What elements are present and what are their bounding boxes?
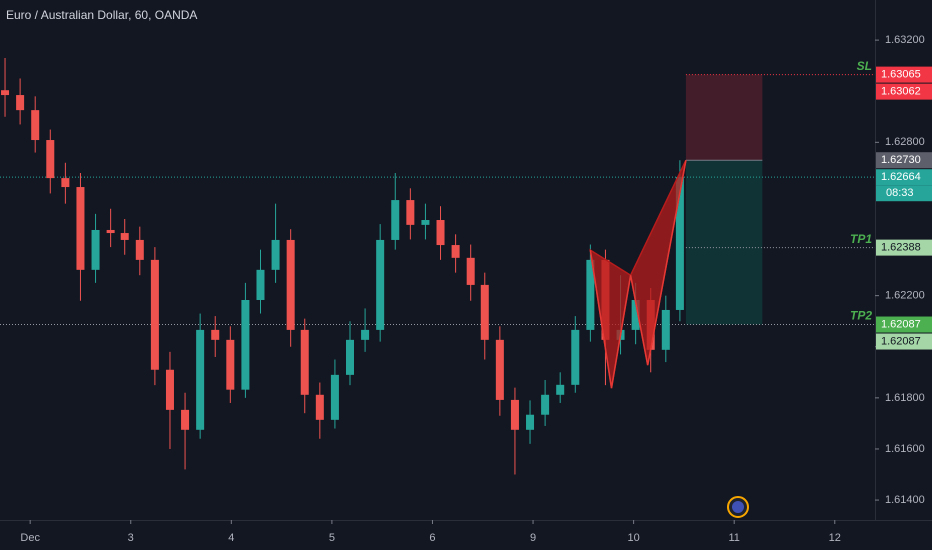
candle-body — [661, 309, 670, 350]
candle-body — [315, 394, 324, 420]
candle-body — [451, 245, 460, 258]
price-label: 1.62388 — [881, 242, 921, 254]
candle-body — [436, 220, 445, 246]
candle-body — [526, 414, 535, 430]
price-label-box — [876, 316, 932, 333]
candle-body — [135, 239, 144, 260]
pattern-line — [589, 160, 687, 389]
candle-body — [61, 178, 70, 188]
price-label-box — [876, 152, 932, 169]
candle-body — [406, 200, 415, 225]
candle-body — [330, 374, 339, 420]
price-label: 1.62087 — [881, 318, 921, 330]
candle-body — [150, 259, 159, 370]
candle-body — [271, 239, 280, 270]
countdown: 08:33 — [886, 187, 914, 199]
candle-body — [541, 394, 550, 415]
x-tick-label: 12 — [829, 532, 841, 544]
event-icon-flag — [732, 501, 744, 513]
x-tick-label: 6 — [429, 532, 435, 544]
candle-body — [165, 369, 174, 410]
y-tick-label: 1.61600 — [885, 443, 925, 455]
candle-body — [480, 284, 489, 340]
price-label-box — [876, 169, 932, 186]
candle-body — [421, 220, 430, 225]
x-tick-label: 11 — [728, 532, 739, 544]
x-tick-label: 5 — [329, 532, 335, 544]
price-label-box — [876, 83, 932, 100]
x-tick-label: 4 — [228, 532, 234, 544]
target-zone — [685, 160, 763, 325]
price-label: 1.63065 — [881, 69, 921, 81]
price-label: 1.62664 — [881, 171, 921, 183]
price-label: 1.62730 — [881, 154, 921, 166]
candle-body — [631, 299, 640, 330]
candle-body — [586, 259, 595, 330]
candle-body — [466, 257, 475, 285]
candle-body — [211, 329, 220, 340]
price-label-box — [876, 239, 932, 256]
candle-body — [510, 399, 519, 430]
x-tick-label: 10 — [627, 532, 639, 544]
chart-title: Euro / Australian Dollar, 60, OANDA — [6, 8, 197, 22]
candle-body — [286, 239, 295, 330]
candle-body — [91, 229, 100, 270]
candle-body — [196, 329, 205, 430]
y-tick-label: 1.61800 — [885, 392, 925, 404]
price-label: 1.62087 — [881, 335, 921, 347]
x-tick-label: 9 — [530, 532, 536, 544]
candle-body — [46, 140, 55, 179]
candle-body — [16, 95, 25, 111]
candle-body — [346, 339, 354, 375]
price-label-box — [876, 66, 932, 83]
candle-body — [556, 384, 565, 395]
candle-body — [300, 329, 309, 395]
candle-body — [675, 177, 684, 310]
y-tick-label: 1.62800 — [885, 136, 925, 148]
countdown-box — [876, 185, 932, 202]
candle-body — [495, 339, 504, 400]
x-tick-label: Dec — [20, 532, 40, 544]
level-annotation: SL — [857, 59, 872, 73]
y-tick-label: 1.63200 — [885, 34, 925, 46]
candle-body — [181, 409, 190, 430]
candle-body — [1, 90, 10, 96]
level-annotation: TP1 — [850, 232, 872, 246]
x-tick-label: 3 — [128, 532, 134, 544]
candle-body — [256, 269, 265, 300]
y-tick-label: 1.62200 — [885, 290, 925, 302]
level-annotation: TP2 — [850, 309, 872, 323]
candle-body — [571, 329, 580, 385]
y-tick-label: 1.61400 — [885, 494, 925, 506]
candle-body — [376, 239, 385, 330]
price-label: 1.63062 — [881, 86, 921, 98]
candle-body — [106, 229, 115, 234]
candle-body — [226, 339, 235, 390]
candle-body — [120, 233, 129, 240]
price-label-box — [876, 333, 932, 350]
stop-zone — [685, 74, 763, 161]
candle-body — [391, 200, 400, 240]
plot-area — [0, 58, 875, 475]
candle-body — [31, 110, 40, 141]
candle-body — [76, 187, 85, 270]
candle-body — [361, 329, 370, 340]
candle-body — [241, 299, 250, 390]
